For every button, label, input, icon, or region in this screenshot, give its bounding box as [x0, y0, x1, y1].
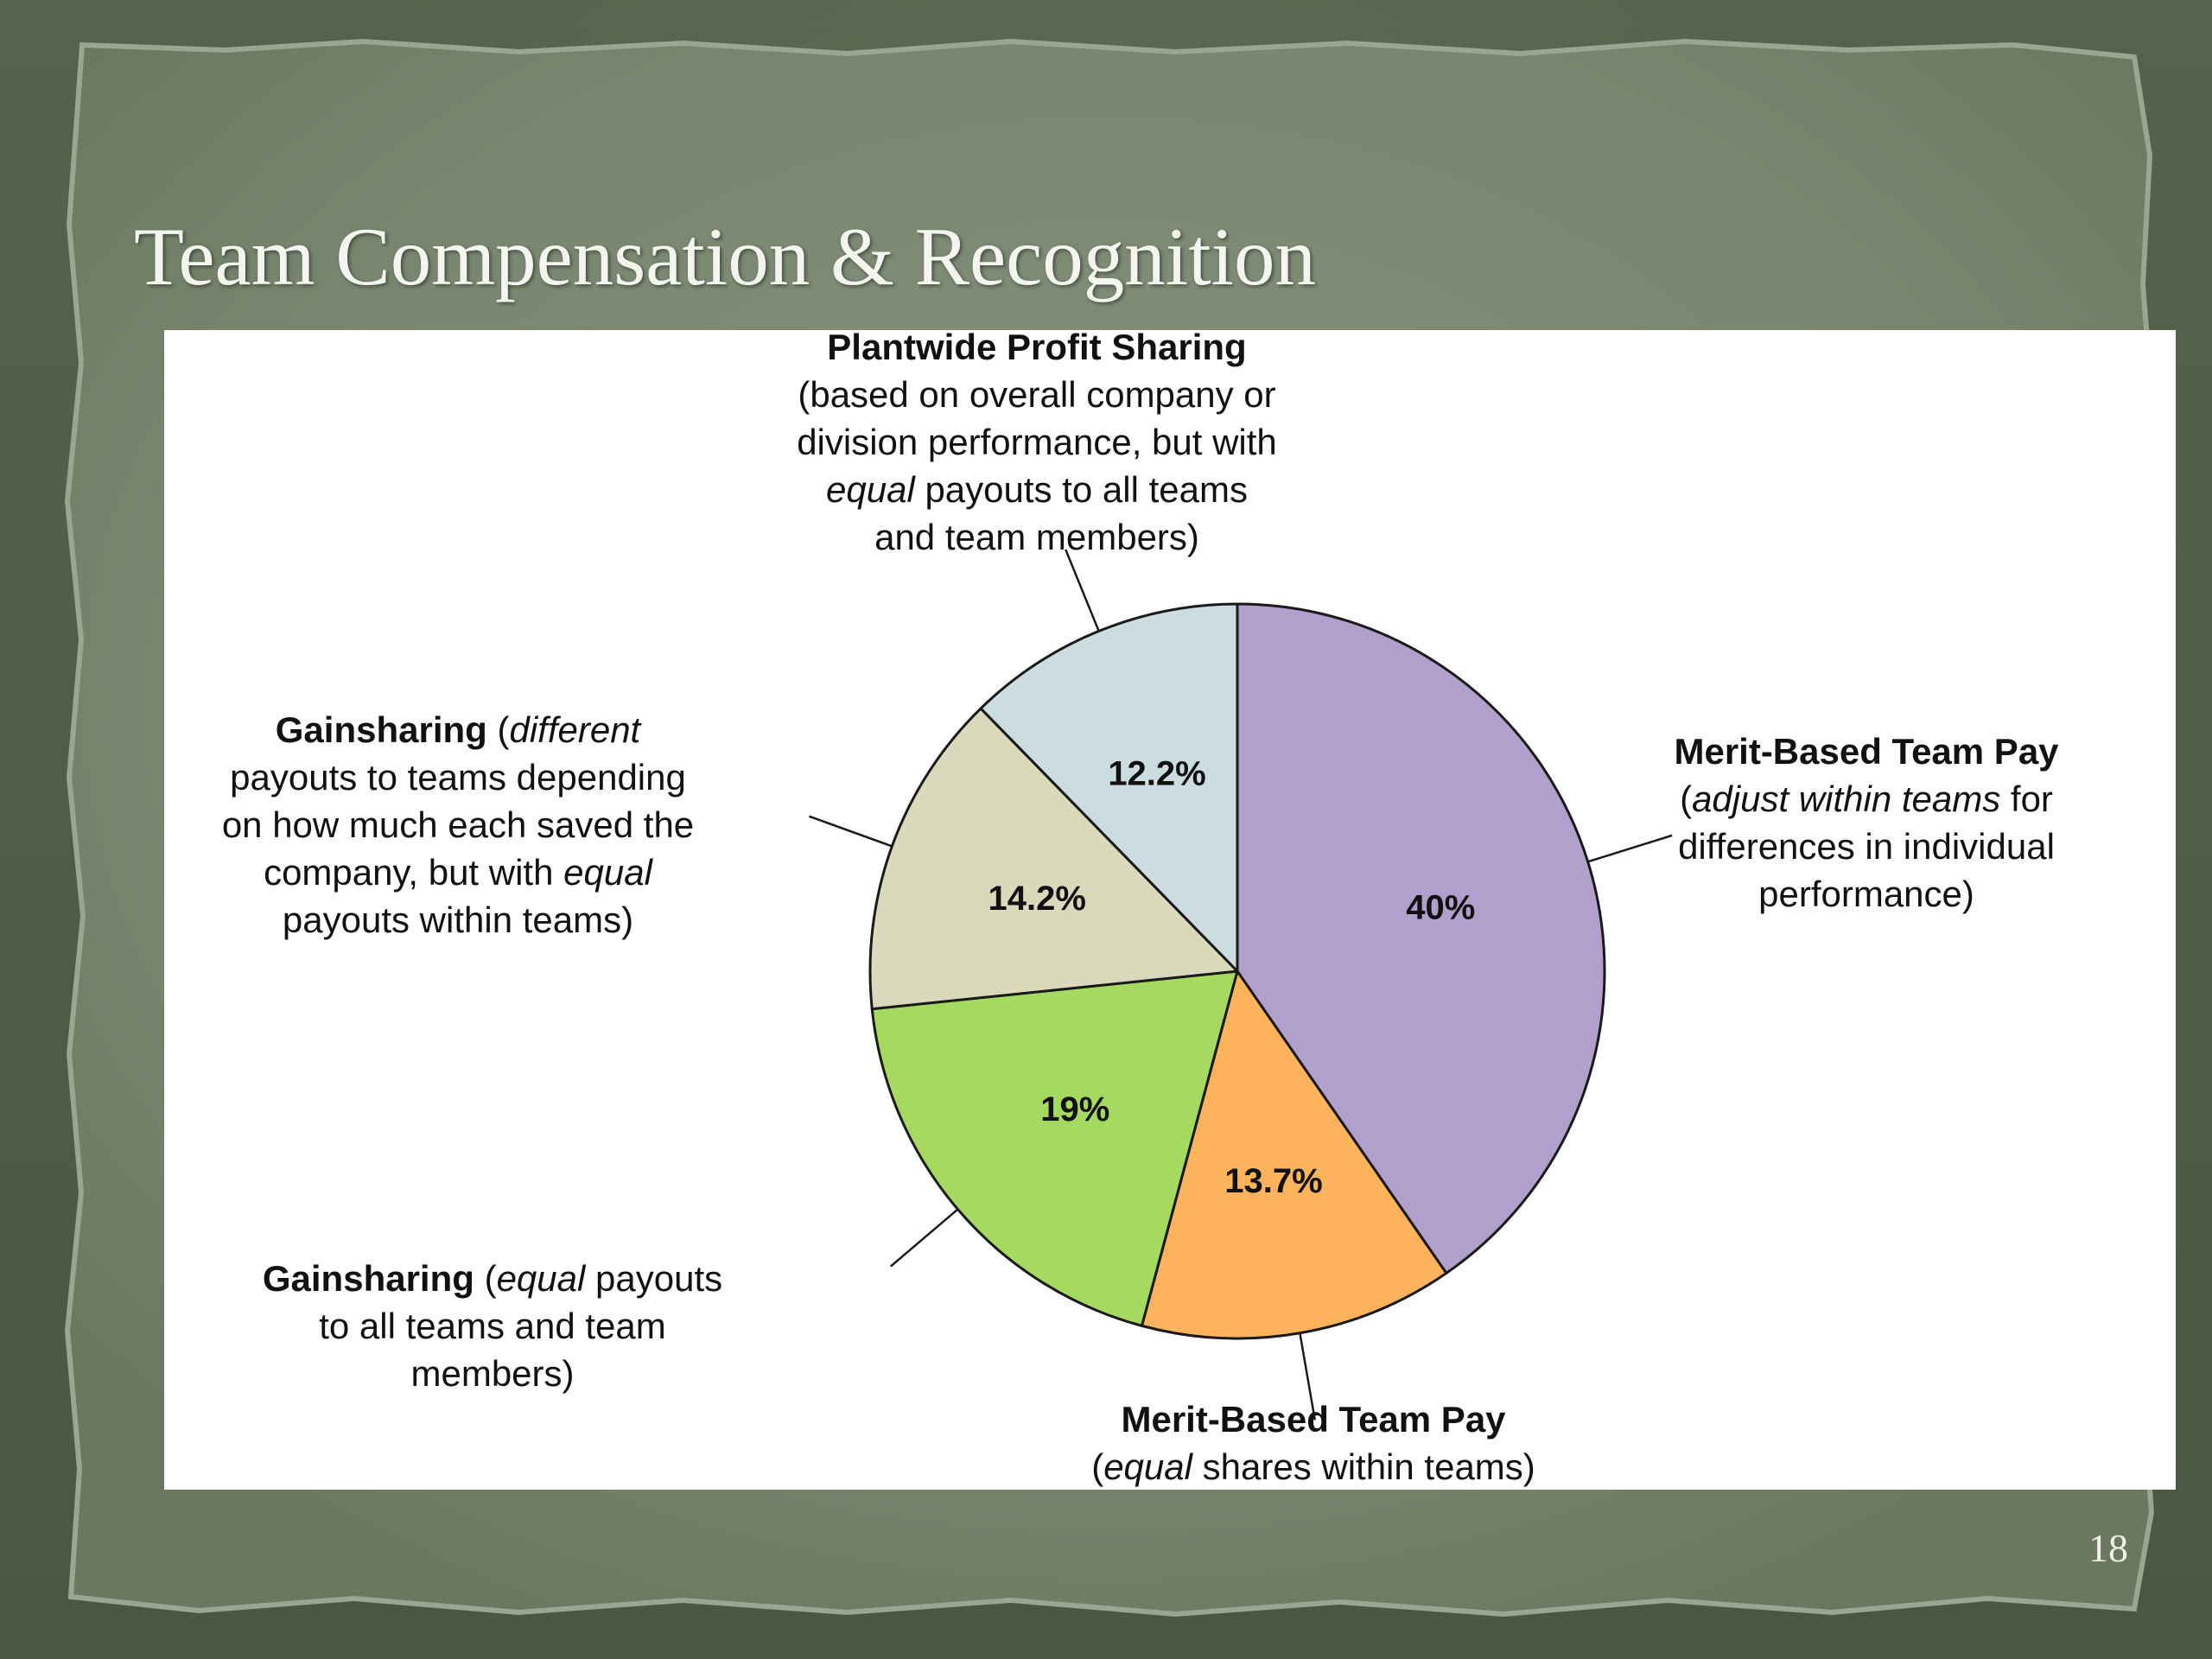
callout-line: to all teams and team	[216, 1302, 769, 1350]
leader-line-3	[889, 1208, 959, 1268]
callout-text: payouts within teams)	[282, 899, 634, 940]
callout-text: (	[1091, 1446, 1104, 1487]
callout-line: (equal shares within teams)	[1020, 1443, 1607, 1490]
callout-text: and team members)	[874, 517, 1199, 557]
callout-text: equal	[1103, 1446, 1192, 1487]
callout-line: (adjust within teams for	[1564, 775, 2169, 823]
callout-line: Merit-Based Team Pay	[1020, 1395, 1607, 1443]
callout-text: (	[1680, 779, 1693, 819]
leader-line-4	[809, 815, 893, 848]
callout-4: Gainsharing (different payouts to teams d…	[164, 706, 769, 944]
callout-text: Plantwide Profit Sharing	[827, 330, 1247, 367]
callout-3: Gainsharing (equal payouts to all teams a…	[216, 1255, 769, 1397]
slice-value-label-1: 40%	[1406, 889, 1475, 927]
callout-text: equal	[826, 469, 915, 510]
slice-value-label-5: 12.2%	[1108, 755, 1205, 793]
callout-line: members)	[216, 1350, 769, 1397]
callout-line: payouts within teams)	[164, 896, 769, 944]
leader-line-1	[1587, 834, 1673, 863]
pie-chart: 40% 13.7% 19% 14.2% 12.2%	[809, 549, 1673, 1421]
callout-text: division performance, but with	[797, 422, 1277, 462]
callout-text: members)	[410, 1353, 575, 1394]
callout-2: Merit-Based Team Pay (equal shares within…	[1020, 1395, 1607, 1490]
callout-5: Plantwide Profit Sharing (based on overal…	[700, 330, 1374, 561]
callout-text: to all teams and team	[319, 1306, 666, 1346]
callout-text: adjust within teams	[1692, 779, 2001, 819]
pie-slice-1	[1236, 602, 1606, 1274]
callout-line: (based on overall company or	[700, 371, 1374, 418]
slice-value-label-3: 19%	[1040, 1090, 1109, 1128]
callout-text: (based on overall company or	[798, 374, 1276, 415]
pie-slice-3	[870, 969, 1239, 1327]
pie-slice-4	[868, 707, 1239, 1011]
callout-line: on how much each saved the	[164, 801, 769, 849]
callout-line: performance)	[1564, 870, 2169, 918]
callout-text: for	[2000, 779, 2053, 819]
callout-text: equal	[496, 1258, 586, 1299]
slide-title: Team Compensation & Recognition	[134, 211, 1316, 302]
callout-text: Merit-Based Team Pay	[1674, 731, 2059, 772]
callout-line: Gainsharing (different	[164, 706, 769, 753]
leader-line-2	[1299, 1332, 1317, 1421]
callout-text: performance)	[1758, 874, 1974, 914]
callout-1: Merit-Based Team Pay (adjust within teams…	[1564, 728, 2169, 918]
callout-text: Gainsharing	[275, 709, 487, 750]
callout-line: company, but with equal	[164, 849, 769, 896]
callout-text: payouts to teams depending	[230, 757, 686, 798]
slice-value-label-4: 14.2%	[988, 880, 1085, 918]
leader-line-5	[1065, 549, 1100, 632]
callout-line: Plantwide Profit Sharing	[700, 330, 1374, 371]
callout-line: and team members)	[700, 513, 1374, 561]
callout-text: Merit-Based Team Pay	[1121, 1399, 1506, 1440]
callout-text: on how much each saved the	[221, 804, 695, 845]
callout-line: Gainsharing (equal payouts	[216, 1255, 769, 1302]
callout-text: payouts	[585, 1258, 723, 1299]
pie-slice-2	[1140, 969, 1448, 1340]
callout-line: payouts to teams depending	[164, 753, 769, 801]
page-number: 18	[2088, 1526, 2128, 1570]
callout-text: different	[509, 709, 641, 750]
callout-text: (	[474, 1258, 497, 1299]
slice-value-label-2: 13.7%	[1224, 1162, 1322, 1200]
callout-line: Merit-Based Team Pay	[1564, 728, 2169, 775]
callout-line: division performance, but with	[700, 418, 1374, 466]
callout-line: equal payouts to all teams	[700, 466, 1374, 513]
callout-text: company, but with	[264, 852, 564, 893]
callout-text: shares within teams)	[1192, 1446, 1535, 1487]
callout-text: (	[486, 709, 510, 750]
callout-text: payouts to all teams	[914, 469, 1248, 510]
callout-line: differences in individual	[1564, 823, 2169, 870]
pie-chart-panel: 40% 13.7% 19% 14.2% 12.2% Merit-Based Team P…	[164, 330, 2176, 1490]
callout-text: differences in individual	[1678, 826, 2055, 867]
callout-text: equal	[563, 852, 652, 893]
callout-text: Gainsharing	[262, 1258, 474, 1299]
